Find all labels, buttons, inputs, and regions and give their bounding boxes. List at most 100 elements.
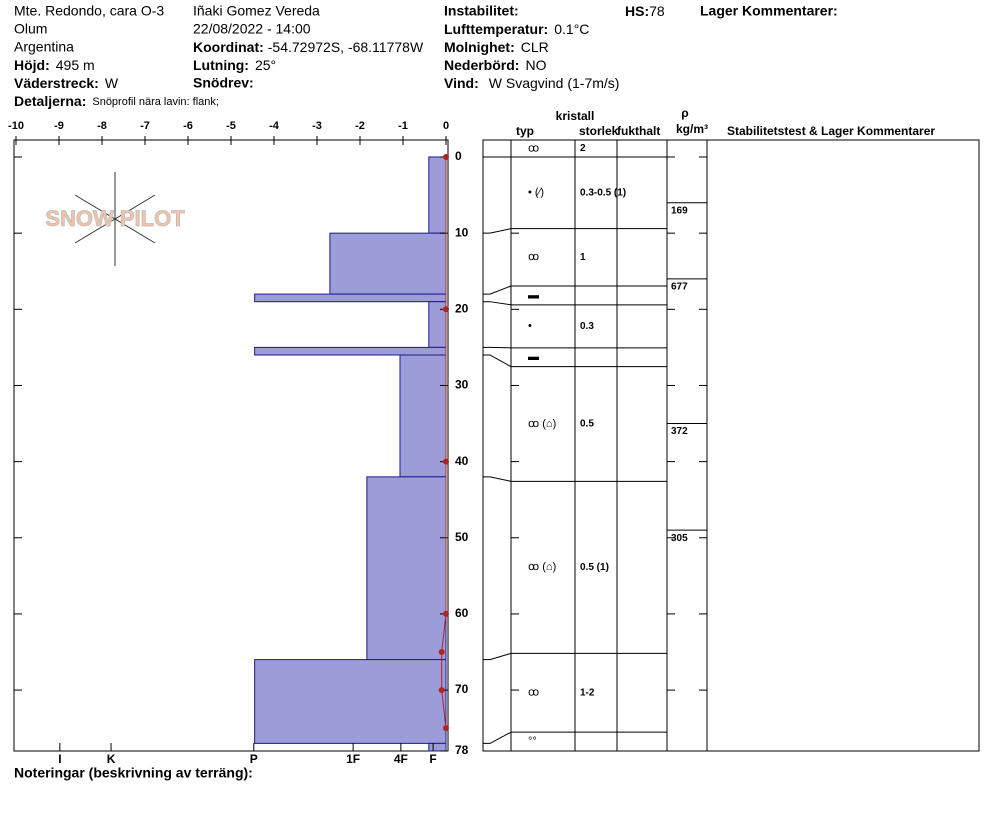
grain-type: ꝏ [528,251,539,263]
datetime: 22/08/2022 - 14:00 [193,21,311,37]
notes-label: Noteringar (beskrivning av terräng): [14,765,253,781]
hardness-bar [366,476,447,661]
density-label: 305 [671,533,688,544]
header-type: typ [516,124,534,138]
region: Olum [14,21,47,37]
temperature-point [443,458,449,465]
depth-tick-label: 0 [455,149,462,163]
grain-size: 0.3 [580,321,594,332]
hardness-bar [428,156,447,234]
grain-type: • (⁄) [528,187,544,199]
precip: Nederbörd: NO [444,57,547,73]
temperature-point [438,687,445,694]
slope: Lutning: 25° [193,57,276,73]
header-size: storlek [579,124,619,138]
label: Detaljerna: [14,93,86,109]
depth-tick-label: 70 [455,682,469,696]
hardness-bar [428,742,447,752]
instability-label: Instabilitet: [444,3,519,19]
logo [74,172,156,266]
depth-tick-label: 10 [455,225,469,239]
table-frame [482,139,980,752]
drift-label: Snödrev: [193,75,254,91]
hardness-tick-label: I [58,752,61,766]
grain-type: ꝏ (⌂) [528,561,556,573]
label: HS: [625,3,649,19]
temp-tick-label: 0 [443,120,449,132]
temp-tick-label: -1 [398,120,408,132]
header-crystal: kristall [556,109,595,123]
grain-type: ▬ [528,289,539,301]
label: Väderstreck: [14,75,99,91]
hardness-bar [254,659,447,744]
density-label: 677 [671,281,688,292]
label: Molnighet: [444,39,515,55]
grain-type: • [528,320,532,332]
temp-tick-label: -7 [140,120,150,132]
grain-size: 0.5 (1) [580,562,609,573]
hardness-bar [254,293,447,303]
density-label: 169 [671,205,688,216]
depth-tick-label: 50 [455,530,469,544]
layer-connector [483,301,512,306]
label: Koordinat: [193,39,264,55]
value: 495 m [56,57,95,73]
temperature-point [443,306,449,313]
depth-tick-label: 30 [455,378,469,392]
layer-connector [483,228,512,234]
value: CLR [521,39,549,55]
grain-size: 0.3-0.5 (1) [580,187,626,198]
temperature-point [438,649,445,655]
layer-connector [483,731,512,744]
value: Snöprofil nära lavin: flank; [92,96,219,108]
hardness-tick-label: 1F [346,752,360,766]
hardness-bar [399,354,447,478]
hardness-tick-label: K [107,752,116,766]
value: -54.72972S, -68.11778W [268,39,424,55]
header-moisture: fukthalt [617,124,660,138]
temp-tick-label: -10 [8,120,24,132]
location: Mte. Redondo, cara O-3 [14,3,164,19]
logo-text: SNOW PILOT [45,206,185,231]
temp-tick-label: -8 [97,120,107,132]
header-comments: Stabilitetstest & Lager Kommentarer [727,124,935,138]
sky: Molnighet: CLR [444,39,549,55]
layer-connector [483,476,512,482]
temp-tick-label: -2 [355,120,365,132]
observer: Iñaki Gomez Vereda [193,3,320,19]
depth-tick-label: 78 [455,743,469,757]
hardness-tick-label: 4F [394,752,408,766]
value: 25° [255,57,276,73]
value: 78 [649,3,665,19]
depth-tick-label: 40 [455,454,469,468]
aspect: Väderstreck: W [14,75,119,91]
elevation: Höjd: 495 m [14,57,95,73]
label: Lutning: [193,57,249,73]
layer-connector [483,354,512,368]
wind: Vind: W Svagvind (1-7m/s) [444,75,619,91]
grain-size: 2 [580,143,586,154]
layer-comments-label: Lager Kommentarer: [700,3,838,19]
temp-tick-label: -5 [226,120,236,132]
label: Lufttemperatur: [444,21,548,37]
temperature-point [443,725,449,732]
density-label: 372 [671,426,688,437]
grain-type: ▬ [528,351,539,363]
value: W Svagvind (1-7m/s) [489,75,620,91]
temp-tick-label: -6 [183,120,193,132]
temp-tick-label: -3 [312,120,322,132]
layer-connector [483,652,512,661]
hardness-tick-label: P [250,752,258,766]
hs: HS:78 [625,3,665,19]
airtemp: Lufttemperatur: 0.1°C [444,21,589,37]
label: Nederbörd: [444,57,519,73]
label: Vind: [444,75,479,91]
grain-type: ꝏ [528,687,539,699]
country: Argentina [14,39,74,55]
layer-connector [483,285,512,295]
hardness-bar [254,346,447,356]
grain-type: ꝏ [528,142,539,154]
depth-tick-label: 60 [455,606,469,620]
temp-tick-label: -9 [54,120,64,132]
